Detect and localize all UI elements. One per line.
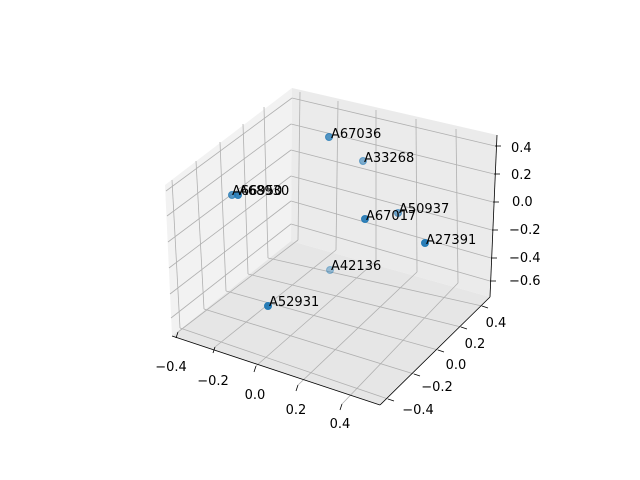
grid-line-x (214, 249, 337, 348)
grid-line-x (341, 282, 459, 405)
x-tick-mark (175, 331, 179, 339)
y-tick-label: 0.0 (446, 358, 467, 373)
y-tick-label: −0.2 (421, 380, 453, 395)
data-point-a67036 (325, 133, 333, 141)
point-label-a68930: A68930 (239, 184, 289, 199)
x-tick-label: 0.4 (330, 417, 351, 432)
z-tick-label: 0.4 (511, 141, 532, 156)
data-point-a52931 (264, 302, 272, 310)
y-tick-label: −0.4 (402, 403, 434, 418)
pane-floor (172, 241, 490, 405)
y-axis-line (379, 296, 491, 406)
grid-line-z (290, 200, 492, 259)
y-tick-label: 0.4 (486, 316, 507, 331)
grid-line-z (165, 97, 293, 192)
point-label-a67036: A67036 (331, 127, 381, 142)
grid-line-y (242, 123, 249, 275)
y-tick-mark (460, 326, 468, 330)
data-point-a50937 (394, 209, 402, 217)
x-tick-mark (339, 403, 343, 411)
grid-line-y (263, 106, 269, 259)
grid-line-z (290, 123, 495, 175)
point-label-a33268: A33268 (364, 151, 414, 166)
grid-line-x (297, 91, 301, 241)
x-tick-label: −0.4 (155, 360, 187, 375)
axis-lines (171, 134, 498, 406)
x-tick-label: 0.0 (245, 388, 266, 403)
grid-line-x (455, 128, 459, 284)
point-label-a27391: A27391 (426, 233, 476, 248)
grid-line-z (169, 200, 292, 295)
x-tick-label: −0.2 (197, 374, 229, 389)
z-tick-label: −0.6 (509, 274, 541, 289)
x-tick-mark (212, 346, 216, 354)
grid-line-y (219, 141, 227, 292)
y-tick-mark (481, 305, 489, 309)
point-label-a50937: A50937 (399, 202, 449, 217)
grid-line-z (166, 123, 292, 217)
grid-line-z (291, 97, 496, 147)
y-tick-mark (387, 398, 395, 402)
point-label-a42136: A42136 (331, 259, 381, 274)
grid-line-x (335, 100, 339, 251)
data-point-a68930 (234, 191, 242, 199)
x-tick-label: 0.2 (286, 403, 307, 418)
grid-line-x (297, 271, 418, 386)
grid-line-z (168, 175, 292, 269)
z-tick-label: −0.4 (509, 251, 541, 266)
point-label-a66950: A66950 (232, 184, 282, 199)
y-tick-label: 0.2 (465, 337, 486, 352)
grid-line-y (203, 308, 415, 375)
grid-line-z (290, 175, 493, 231)
x-tick-mark (295, 384, 299, 392)
z-tick-label: −0.2 (509, 223, 541, 238)
y-tick-mark (437, 349, 445, 353)
grid-line-x (177, 239, 299, 333)
axis-ticks: −0.4−0.20.00.20.4−0.4−0.20.00.20.4−0.6−0… (155, 141, 540, 432)
grid-line-y (171, 179, 181, 329)
data-point-a67017 (361, 215, 369, 223)
z-tick-label: 0.2 (511, 168, 532, 183)
grid-line-y (267, 257, 483, 307)
data-point-a33268 (359, 157, 367, 165)
x-tick-mark (253, 365, 257, 373)
grid-line-y (247, 273, 462, 328)
grid-line-z (290, 223, 491, 282)
grid-line-z (170, 223, 292, 319)
grid-line-x (255, 260, 377, 367)
grid-lines (165, 91, 496, 405)
data-points (228, 133, 429, 310)
x-axis-line (171, 335, 381, 406)
point-label-a52931: A52931 (269, 295, 319, 310)
data-point-a27391 (421, 239, 429, 247)
point-label-a67017: A67017 (366, 209, 416, 224)
grid-line-y (179, 327, 389, 400)
grid-line-x (415, 118, 418, 273)
grid-line-y (195, 160, 205, 310)
z-tick-label: 0.0 (512, 195, 533, 210)
z-axis-line (489, 134, 498, 298)
grid-line-z (290, 149, 494, 203)
y-tick-mark (413, 373, 421, 377)
grid-line-y (225, 290, 439, 351)
data-point-a42136 (326, 266, 334, 274)
pane-left (165, 88, 292, 336)
